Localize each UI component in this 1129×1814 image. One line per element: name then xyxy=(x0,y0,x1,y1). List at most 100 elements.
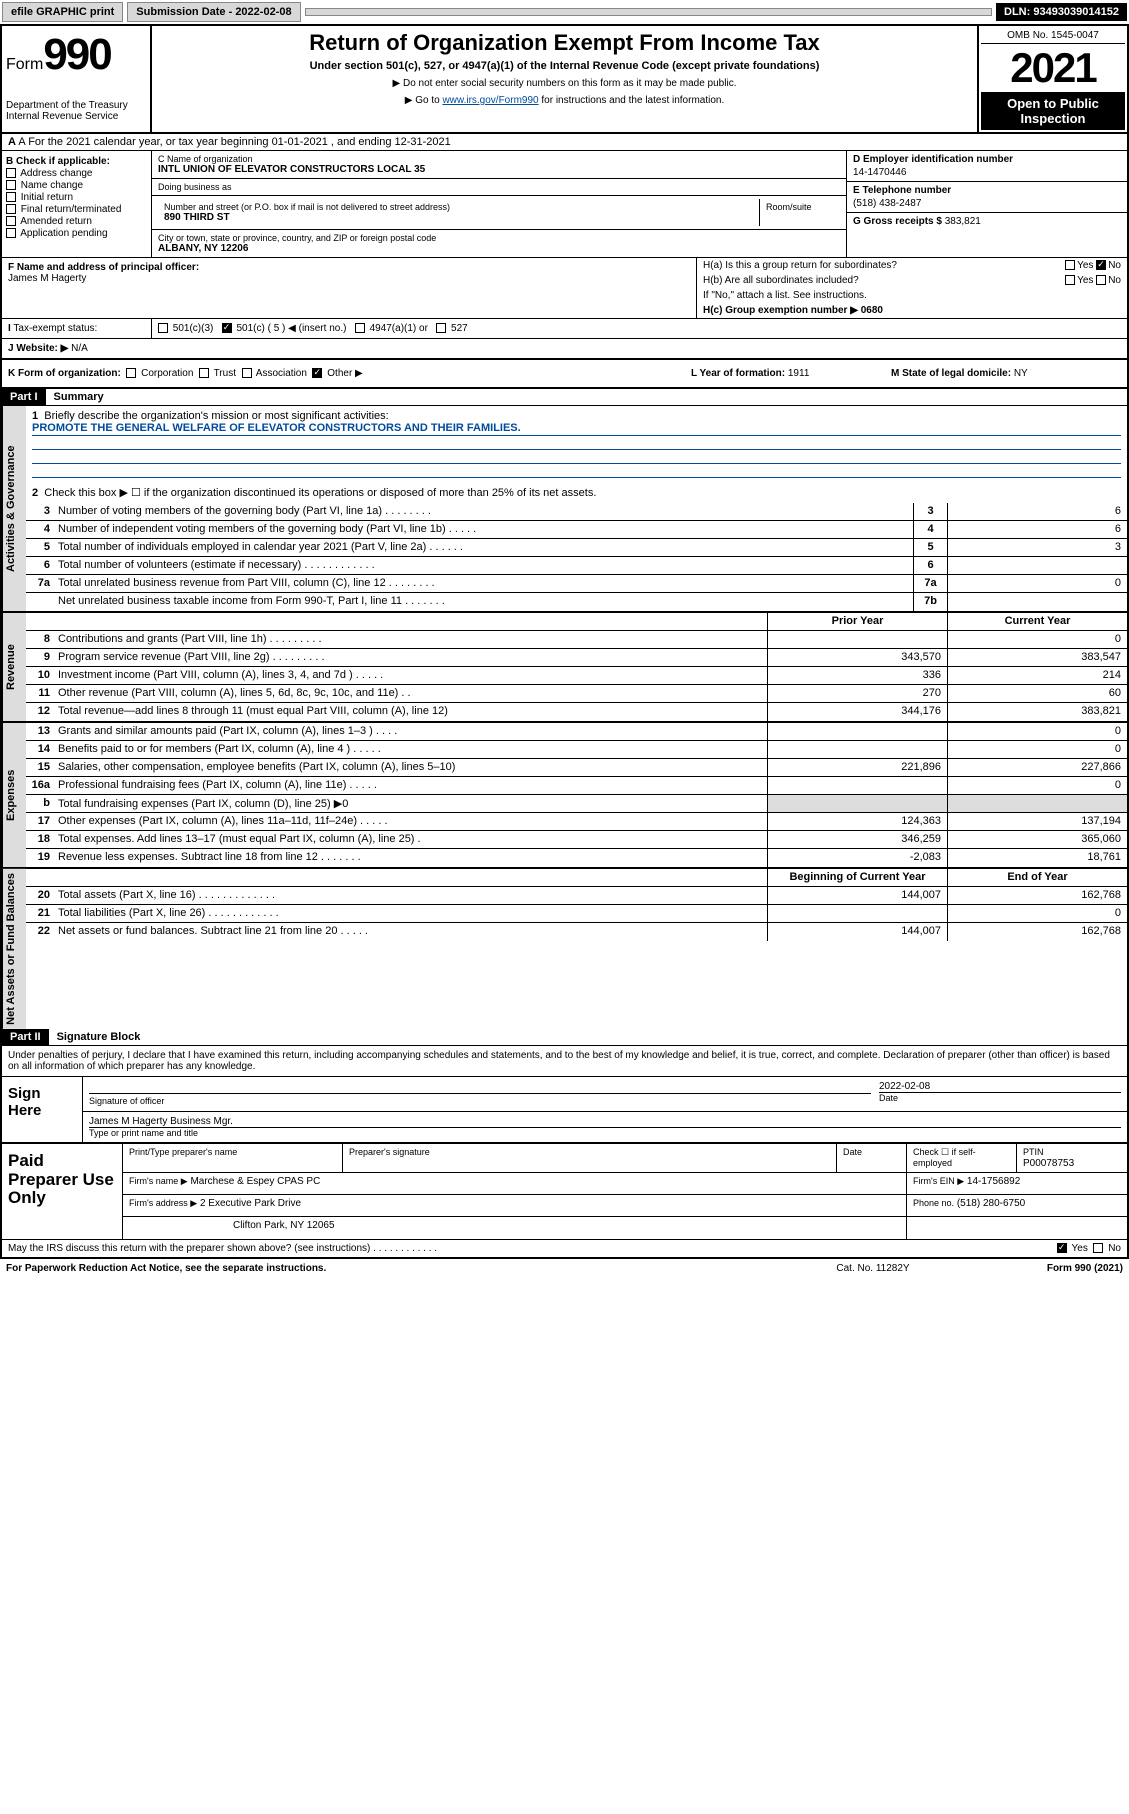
street-lbl: Number and street (or P.O. box if mail i… xyxy=(164,202,753,212)
form-subtitle: Under section 501(c), 527, or 4947(a)(1)… xyxy=(156,60,973,72)
col-f-officer: F Name and address of principal officer:… xyxy=(2,258,697,318)
section-fh: F Name and address of principal officer:… xyxy=(2,258,1127,319)
form-title: Return of Organization Exempt From Incom… xyxy=(156,30,973,56)
row-j-website: J Website: ▶ N/A xyxy=(2,339,1127,360)
side-tab-net: Net Assets or Fund Balances xyxy=(2,869,26,1029)
section-bcde: B Check if applicable: Address change Na… xyxy=(2,151,1127,258)
paid-preparer-block: Paid Preparer Use Only Print/Type prepar… xyxy=(2,1142,1127,1239)
summary-netassets: Net Assets or Fund Balances Beginning of… xyxy=(2,869,1127,1029)
summary-line: 12Total revenue—add lines 8 through 11 (… xyxy=(26,703,1127,721)
form-990: Form990 Department of the Treasury Inter… xyxy=(0,24,1129,1259)
phone-val: (518) 438-2487 xyxy=(853,198,1121,209)
officer-name: James M Hagerty xyxy=(8,273,690,284)
city-lbl: City or town, state or province, country… xyxy=(158,233,840,243)
ein-val: 14-1470446 xyxy=(853,167,1121,178)
col-h-group: H(a) Is this a group return for subordin… xyxy=(697,258,1127,318)
part2-title: Signature Block xyxy=(49,1029,149,1045)
sign-here-label: Sign Here xyxy=(2,1077,82,1142)
col-prior: Prior Year xyxy=(767,613,947,630)
hb-note: If "No," attach a list. See instructions… xyxy=(703,290,1121,301)
note-ssn: ▶ Do not enter social security numbers o… xyxy=(156,78,973,89)
phone-lbl: E Telephone number xyxy=(853,185,1121,196)
summary-line: 3Number of voting members of the governi… xyxy=(26,503,1127,521)
summary-line: 21Total liabilities (Part X, line 26) . … xyxy=(26,905,1127,923)
tax-year: 2021 xyxy=(981,44,1125,92)
row-k-formorg: K Form of organization: Corporation Trus… xyxy=(2,360,1127,389)
omb-number: OMB No. 1545-0047 xyxy=(981,28,1125,44)
col-c-org: C Name of organization INTL UNION OF ELE… xyxy=(152,151,847,257)
rev-header-row: Prior Year Current Year xyxy=(26,613,1127,631)
sign-here-block: Sign Here Signature of officer 2022-02-0… xyxy=(2,1076,1127,1142)
org-name: INTL UNION OF ELEVATOR CONSTRUCTORS LOCA… xyxy=(158,164,840,175)
may-irs-row: May the IRS discuss this return with the… xyxy=(2,1239,1127,1257)
page-footer: For Paperwork Reduction Act Notice, see … xyxy=(0,1259,1129,1278)
col-de: D Employer identification number 14-1470… xyxy=(847,151,1127,257)
gross-lbl: G Gross receipts $ xyxy=(853,216,942,227)
summary-line: 20Total assets (Part X, line 16) . . . .… xyxy=(26,887,1127,905)
cat-no: Cat. No. 11282Y xyxy=(773,1263,973,1274)
summary-line: 5Total number of individuals employed in… xyxy=(26,539,1127,557)
summary-expenses: Expenses 13Grants and similar amounts pa… xyxy=(2,723,1127,869)
checkbox-item[interactable]: Application pending xyxy=(6,228,147,239)
dept-label: Department of the Treasury Internal Reve… xyxy=(6,100,146,122)
summary-line: 16aProfessional fundraising fees (Part I… xyxy=(26,777,1127,795)
sig-officer-lbl: Signature of officer xyxy=(89,1096,164,1106)
efile-btn[interactable]: efile GRAPHIC print xyxy=(2,2,123,22)
summary-revenue: Revenue Prior Year Current Year 8Contrib… xyxy=(2,613,1127,723)
row-a-period: A A For the 2021 calendar year, or tax y… xyxy=(2,134,1127,151)
irs-link[interactable]: www.irs.gov/Form990 xyxy=(442,95,538,106)
line-2: 2 Check this box ▶ ☐ if the organization… xyxy=(26,482,1127,503)
summary-line: 8Contributions and grants (Part VIII, li… xyxy=(26,631,1127,649)
name-title-lbl: Type or print name and title xyxy=(89,1127,1121,1138)
summary-line: 13Grants and similar amounts paid (Part … xyxy=(26,723,1127,741)
paperwork-note: For Paperwork Reduction Act Notice, see … xyxy=(6,1263,773,1274)
city-val: ALBANY, NY 12206 xyxy=(158,243,840,254)
summary-line: 10Investment income (Part VIII, column (… xyxy=(26,667,1127,685)
part2-badge: Part II xyxy=(2,1029,49,1045)
hdr-left: Form990 Department of the Treasury Inter… xyxy=(2,26,152,132)
summary-line: 4Number of independent voting members of… xyxy=(26,521,1127,539)
sig-date-lbl: Date xyxy=(879,1092,1121,1103)
note-link: ▶ Go to www.irs.gov/Form990 for instruct… xyxy=(156,95,973,106)
summary-governance: Activities & Governance 1 Briefly descri… xyxy=(2,406,1127,613)
form-ref: Form 990 (2021) xyxy=(973,1263,1123,1274)
part1-header: Part I Summary xyxy=(2,389,1127,406)
perjury-note: Under penalties of perjury, I declare th… xyxy=(2,1046,1127,1076)
form-number: 990 xyxy=(43,30,110,79)
col-current: Current Year xyxy=(947,613,1127,630)
hc-label: H(c) Group exemption number ▶ 0680 xyxy=(703,305,1121,316)
col-b-checkboxes: B Check if applicable: Address change Na… xyxy=(2,151,152,257)
street-val: 890 THIRD ST xyxy=(164,212,753,223)
ein-lbl: D Employer identification number xyxy=(853,154,1121,165)
checkbox-item[interactable]: Initial return xyxy=(6,192,147,203)
checkbox-item[interactable]: Final return/terminated xyxy=(6,204,147,215)
summary-line: 17Other expenses (Part IX, column (A), l… xyxy=(26,813,1127,831)
col-end: End of Year xyxy=(947,869,1127,886)
summary-line: 18Total expenses. Add lines 13–17 (must … xyxy=(26,831,1127,849)
col-begin: Beginning of Current Year xyxy=(767,869,947,886)
part2-header: Part II Signature Block xyxy=(2,1029,1127,1046)
checkbox-item[interactable]: Address change xyxy=(6,168,147,179)
summary-line: 6Total number of volunteers (estimate if… xyxy=(26,557,1127,575)
row-tax-status: I Tax-exempt status: 501(c)(3) 501(c) ( … xyxy=(2,319,1127,339)
net-header-row: Beginning of Current Year End of Year xyxy=(26,869,1127,887)
checkbox-item[interactable]: Amended return xyxy=(6,216,147,227)
summary-line: bTotal fundraising expenses (Part IX, co… xyxy=(26,795,1127,813)
side-tab-exp: Expenses xyxy=(2,723,26,867)
form-label: Form xyxy=(6,56,43,73)
dln-label: DLN: 93493039014152 xyxy=(996,3,1127,21)
summary-line: 19Revenue less expenses. Subtract line 1… xyxy=(26,849,1127,867)
checkbox-item[interactable]: Name change xyxy=(6,180,147,191)
line-1-mission: 1 Briefly describe the organization's mi… xyxy=(26,406,1127,482)
summary-line: 9Program service revenue (Part VIII, lin… xyxy=(26,649,1127,667)
mission-text: PROMOTE THE GENERAL WELFARE OF ELEVATOR … xyxy=(32,422,1121,436)
open-public: Open to Public Inspection xyxy=(981,92,1125,130)
part1-badge: Part I xyxy=(2,389,46,405)
org-name-lbl: C Name of organization xyxy=(158,154,840,164)
hb-label: H(b) Are all subordinates included? xyxy=(703,275,991,286)
hdr-right: OMB No. 1545-0047 2021 Open to Public In… xyxy=(977,26,1127,132)
submission-btn[interactable]: Submission Date - 2022-02-08 xyxy=(127,2,300,22)
room-lbl: Room/suite xyxy=(766,202,834,212)
summary-line: 14Benefits paid to or for members (Part … xyxy=(26,741,1127,759)
paid-preparer-label: Paid Preparer Use Only xyxy=(2,1144,122,1239)
